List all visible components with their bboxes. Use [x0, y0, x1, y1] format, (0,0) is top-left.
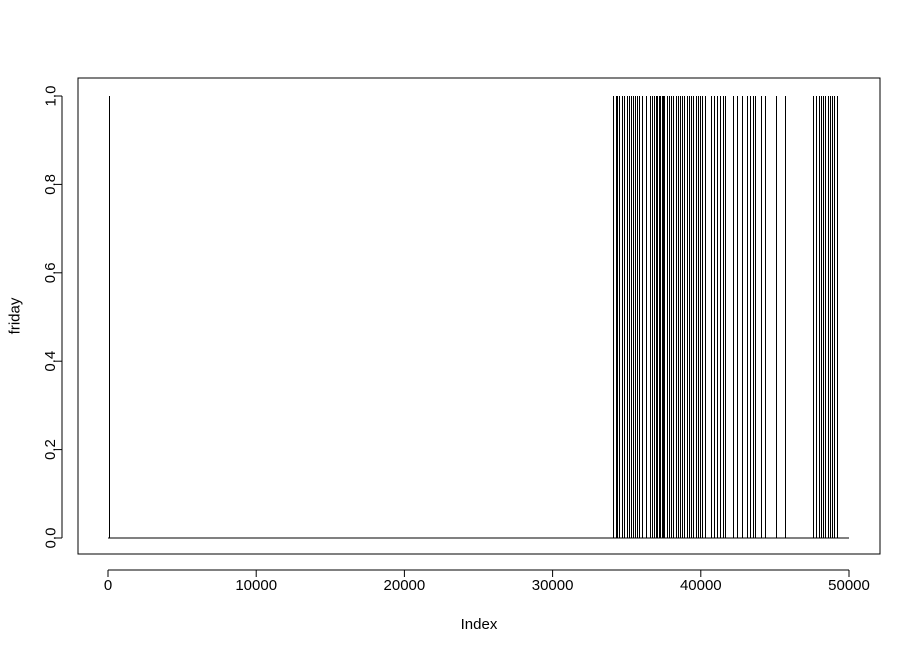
y-tick-label: 0.2: [42, 439, 59, 460]
axes: 0 10000 20000 30000 40000 50000 0.0 0.2 0.4 0.6 0.…: [42, 77, 881, 594]
x-tick-label: 0: [104, 577, 112, 594]
plot-frame: [77, 77, 881, 555]
x-axis-label: Index: [461, 616, 498, 633]
y-axis-label: friday: [6, 297, 23, 334]
y-tick-label: 0.0: [42, 528, 59, 549]
data-marks: [108, 96, 849, 539]
x-tick-label: 30000: [532, 577, 574, 594]
axis-labels: Index friday: [6, 297, 498, 633]
x-tick-label: 20000: [384, 577, 426, 594]
x-tick-label: 40000: [680, 577, 722, 594]
x-tick-label: 50000: [828, 577, 870, 594]
y-tick-label: 0.8: [42, 174, 59, 195]
y-tick-label: 0.4: [42, 351, 59, 372]
x-tick-label: 10000: [235, 577, 277, 594]
y-tick-label: 1.0: [42, 86, 59, 107]
y-tick-label: 0.6: [42, 262, 59, 283]
